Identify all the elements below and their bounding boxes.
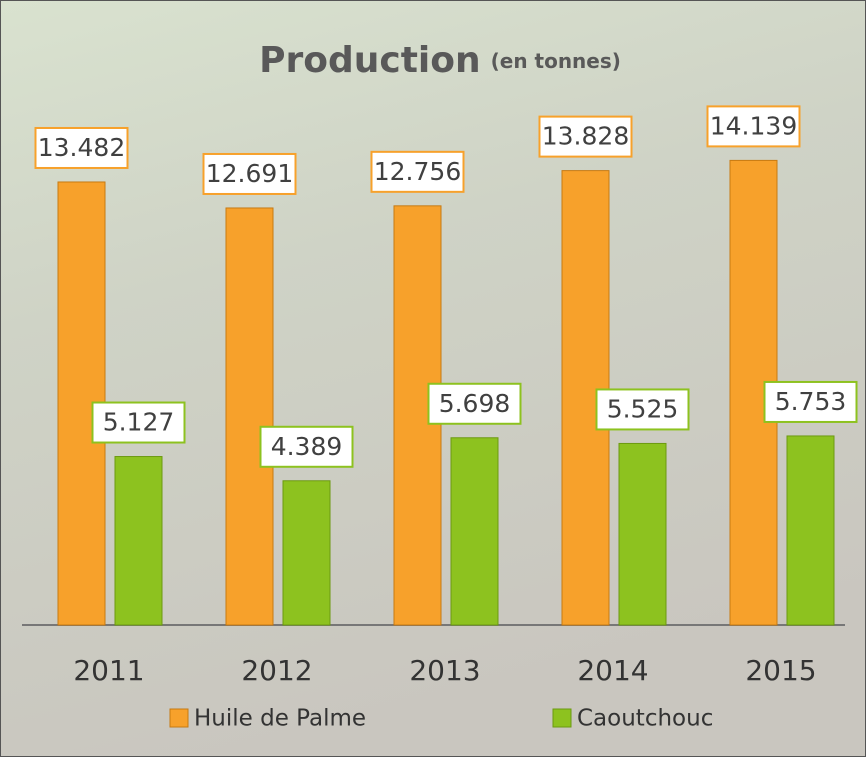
- x-tick-label: 2011: [73, 654, 144, 687]
- data-label: 5.127: [103, 408, 175, 437]
- bar: [451, 438, 498, 625]
- legend-label: Huile de Palme: [194, 706, 366, 732]
- data-label: 13.828: [542, 122, 629, 151]
- data-label: 5.753: [775, 387, 847, 416]
- x-tick-label: 2015: [745, 654, 816, 687]
- data-label: 14.139: [710, 111, 797, 140]
- data-label: 4.389: [271, 432, 343, 461]
- chart: Production (en tonnes) 2011 13.482 5.127 201…: [0, 0, 867, 758]
- data-label: 5.698: [439, 389, 511, 418]
- data-label: 5.525: [607, 394, 679, 423]
- data-label: 13.482: [38, 133, 125, 162]
- x-tick-label: 2014: [577, 654, 648, 687]
- x-tick-label: 2013: [409, 654, 480, 687]
- legend-swatch: [553, 709, 571, 727]
- data-label: 12.691: [206, 159, 293, 188]
- bar: [226, 208, 273, 625]
- subtitle: (en tonnes): [491, 49, 621, 73]
- bar: [787, 436, 834, 625]
- bar: [283, 481, 330, 625]
- bar: [115, 457, 162, 625]
- title: Production: [259, 40, 481, 81]
- legend-label: Caoutchouc: [577, 706, 713, 732]
- x-tick-label: 2012: [241, 654, 312, 687]
- legend-swatch: [170, 709, 188, 727]
- data-label: 12.756: [374, 157, 461, 186]
- bar: [619, 443, 666, 625]
